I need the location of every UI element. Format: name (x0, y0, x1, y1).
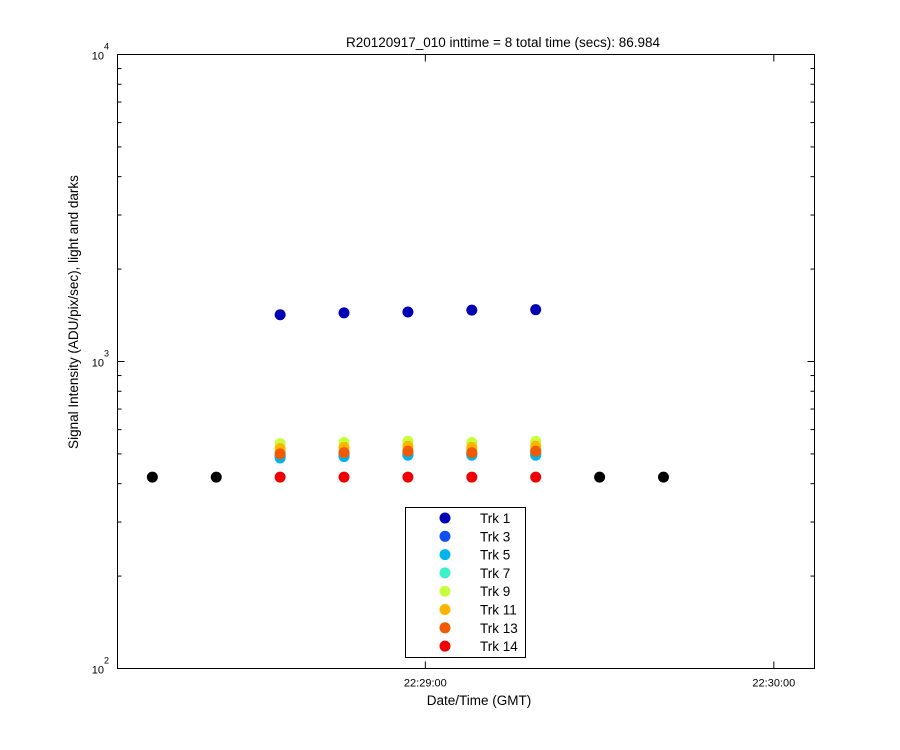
legend-label: Trk 14 (480, 639, 518, 654)
legend-marker (439, 530, 451, 542)
point-trk-13 (530, 445, 542, 457)
point-trk-14 (530, 471, 542, 483)
y-tick-label-base: 10 (92, 665, 104, 677)
point-trk-1 (402, 306, 414, 318)
point-trk-1 (338, 307, 350, 319)
dark-point (146, 471, 158, 483)
point-trk-1 (466, 304, 478, 316)
point-trk-14 (338, 471, 350, 483)
x-tick-label: 22:29:00 (404, 678, 447, 690)
point-trk-14 (274, 471, 286, 483)
dark-point (657, 471, 669, 483)
legend-label: Trk 3 (480, 529, 510, 544)
legend-label: Trk 9 (480, 584, 510, 599)
point-trk-13 (274, 448, 286, 460)
x-tick-label: 22:30:00 (752, 678, 795, 690)
dark-point (210, 471, 222, 483)
legend-marker (439, 549, 451, 561)
legend-marker (439, 512, 451, 524)
data-points (146, 304, 669, 483)
y-tick-label-exponent: 2 (104, 656, 109, 666)
legend-marker (439, 567, 451, 579)
y-tick-label-base: 10 (92, 51, 104, 63)
y-tick-label-exponent: 4 (104, 42, 109, 52)
legend-marker (439, 604, 451, 615)
point-trk-14 (466, 471, 478, 483)
legend-label: Trk 11 (480, 603, 517, 618)
legend-label: Trk 7 (480, 566, 510, 581)
legend-box (405, 507, 526, 658)
legend-marker (439, 585, 451, 597)
legend-label: Trk 1 (480, 511, 510, 526)
point-trk-13 (402, 445, 414, 457)
legend-label: Trk 5 (480, 548, 510, 563)
legend-label: Trk 13 (480, 621, 518, 636)
point-trk-1 (530, 304, 542, 316)
chart-title: R20120917_010 inttime = 8 total time (se… (346, 35, 661, 50)
legend: Trk 1 Trk 3 Trk 5 Trk 7 Trk 9 Trk 11 Trk 13 Trk… (405, 507, 526, 658)
y-tick-label-exponent: 3 (104, 349, 109, 359)
point-trk-13 (466, 447, 478, 459)
legend-marker (439, 640, 451, 652)
x-axis-label: Date/Time (GMT) (427, 693, 532, 708)
point-trk-14 (402, 471, 414, 483)
legend-marker (439, 622, 451, 634)
x-tick-labels: 22:29:00 22:30:00 (404, 678, 795, 690)
y-tick-label-base: 10 (92, 358, 104, 370)
dark-point (594, 471, 606, 483)
point-trk-13 (338, 447, 350, 459)
plot-area-frame (117, 54, 815, 669)
point-trk-1 (274, 309, 286, 321)
y-axis-label: Signal Intensity (ADU/pix/sec), light an… (66, 175, 81, 449)
